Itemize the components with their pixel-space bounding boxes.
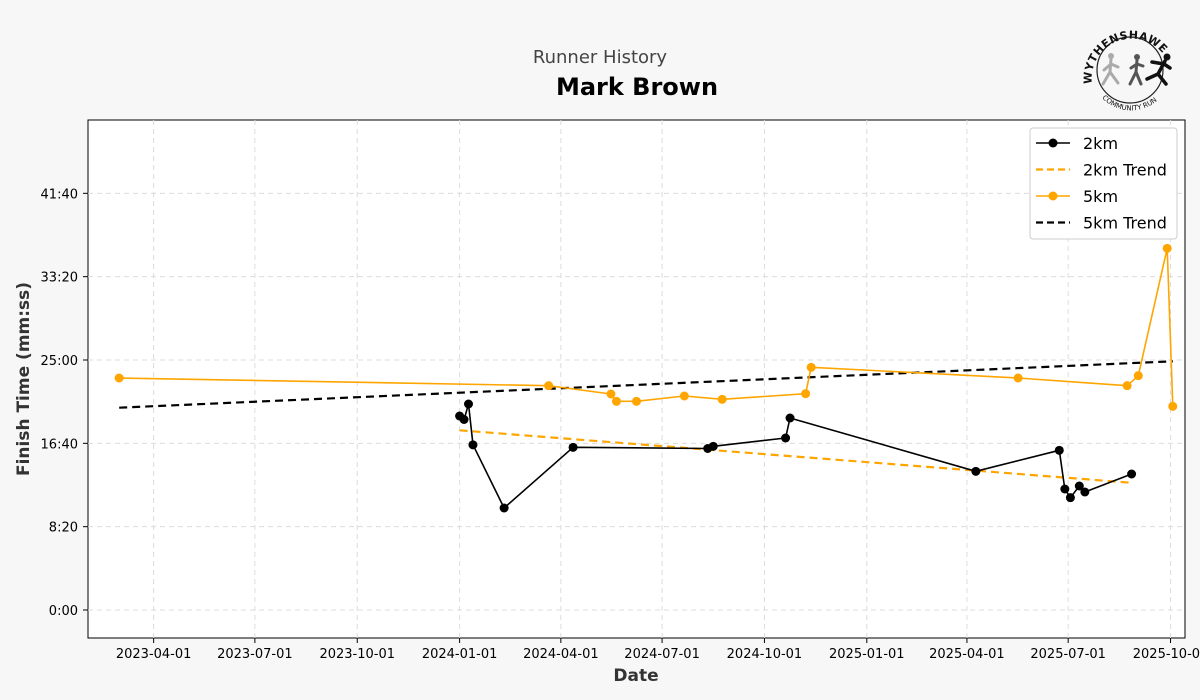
x-tick-label: 2025-07-01 xyxy=(1030,647,1106,662)
data-point-2km xyxy=(971,466,981,476)
data-point-5km xyxy=(1013,373,1023,383)
wythenshawe-logo: WYTHENSHAWE COMMUNITY RUN xyxy=(1082,29,1172,113)
data-point-5km xyxy=(1133,371,1143,381)
data-point-5km xyxy=(717,394,727,404)
series-layer xyxy=(114,243,1178,513)
x-tick-label: 2024-01-01 xyxy=(422,647,498,662)
data-point-5km xyxy=(806,362,816,372)
y-tick-label: 8:20 xyxy=(49,521,78,536)
data-point-5km xyxy=(1122,381,1132,391)
data-point-2km xyxy=(781,433,791,443)
x-tick-label: 2024-10-01 xyxy=(727,647,803,662)
data-point-2km xyxy=(464,399,474,409)
data-point-2km xyxy=(1074,481,1084,491)
y-tick-label: 33:20 xyxy=(41,271,78,286)
data-point-5km xyxy=(606,389,616,399)
data-point-5km xyxy=(801,389,811,399)
y-axis-title: Finish Time (mm:ss) xyxy=(14,282,34,476)
data-point-2km xyxy=(1060,484,1070,494)
data-point-2km xyxy=(468,440,478,450)
data-point-5km xyxy=(611,396,621,406)
legend: 2km 2km Trend 5km 5km Trend xyxy=(1029,127,1178,240)
data-point-2km xyxy=(1054,445,1064,455)
x-axis: 2023-04-01 2023-07-01 2023-10-01 2024-01-01… xyxy=(116,638,1200,662)
data-point-2km xyxy=(1065,493,1075,503)
y-tick-label: 41:40 xyxy=(41,187,78,202)
x-axis-title: Date xyxy=(613,666,658,686)
y-tick-label: 25:00 xyxy=(41,354,78,369)
plot-area xyxy=(87,119,1186,639)
legend-marker-2km xyxy=(1048,138,1058,148)
chart-title: Mark Brown xyxy=(556,73,718,101)
y-tick-label: 16:40 xyxy=(41,437,78,452)
x-tick-label: 2023-04-01 xyxy=(116,647,192,662)
x-tick-label: 2023-10-01 xyxy=(319,647,395,662)
data-point-2km xyxy=(1127,469,1137,479)
data-point-5km xyxy=(114,373,124,383)
data-point-5km xyxy=(632,396,641,406)
data-point-5km xyxy=(679,391,689,401)
x-tick-label: 2024-04-01 xyxy=(523,647,599,662)
data-point-2km xyxy=(568,442,578,452)
series-line-5km-trend xyxy=(119,360,1173,409)
data-point-2km xyxy=(785,413,795,423)
runner-silhouette-icon xyxy=(1101,53,1172,86)
legend-label-2km: 2km xyxy=(1083,134,1118,153)
data-point-2km xyxy=(1080,487,1090,497)
grid-lines xyxy=(88,120,1185,638)
legend-marker-5km xyxy=(1048,191,1058,201)
legend-label-5km-trend: 5km Trend xyxy=(1083,214,1167,233)
legend-box xyxy=(1029,127,1178,240)
series-line-2km-trend xyxy=(459,429,1132,484)
x-tick-label: 2025-01-01 xyxy=(829,647,905,662)
x-tick-label: 2024-07-01 xyxy=(624,647,700,662)
chart-subtitle: Runner History xyxy=(533,47,668,68)
legend-label-2km-trend: 2km Trend xyxy=(1083,161,1167,180)
legend-label-5km: 5km xyxy=(1083,187,1118,206)
x-tick-label: 2025-04-01 xyxy=(929,647,1005,662)
data-point-2km xyxy=(708,441,718,451)
data-point-2km xyxy=(499,503,509,513)
data-point-2km xyxy=(459,415,469,424)
x-tick-label: 2025-10-01 xyxy=(1133,647,1200,662)
data-point-5km xyxy=(1168,401,1178,411)
data-point-5km xyxy=(1162,243,1172,253)
x-tick-label: 2023-07-01 xyxy=(217,647,293,662)
y-axis: 0:00 8:20 16:40 25:00 33:20 41:40 xyxy=(41,187,88,619)
data-point-5km xyxy=(544,381,554,391)
y-tick-label: 0:00 xyxy=(49,604,78,619)
